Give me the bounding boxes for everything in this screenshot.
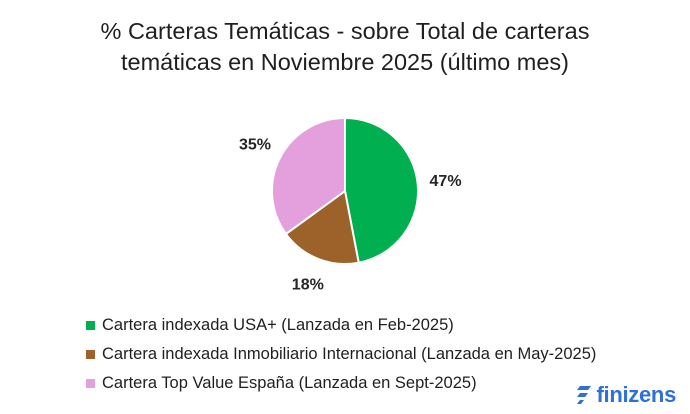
data-label-1: 18% <box>292 276 324 293</box>
brand-logo: finizens <box>575 382 677 408</box>
brand-name: finizens <box>596 382 677 407</box>
chart-title-line-2: temáticas en Noviembre 2025 (último mes) <box>121 49 569 75</box>
legend-label-0: Cartera indexada USA+ (Lanzada en Feb-20… <box>102 316 454 334</box>
legend-label-2: Cartera Top Value España (Lanzada en Sep… <box>102 374 477 392</box>
legend-swatch-2 <box>86 379 95 388</box>
legend-swatch-1 <box>86 350 95 359</box>
chart-title: % Carteras Temáticas - sobre Total de ca… <box>0 16 690 78</box>
chart-legend: Cartera indexada USA+ (Lanzada en Feb-20… <box>86 311 596 398</box>
finizens-logo-icon <box>576 386 591 404</box>
legend-item-0: Cartera indexada USA+ (Lanzada en Feb-20… <box>86 311 596 340</box>
pie-slice-2 <box>271 117 346 235</box>
legend-label-1: Cartera indexada Inmobiliario Internacio… <box>102 345 597 363</box>
pie-slice-0 <box>344 117 419 264</box>
chart-title-line-1: % Carteras Temáticas - sobre Total de ca… <box>100 18 590 44</box>
data-label-2: 35% <box>239 137 271 154</box>
data-label-0: 47% <box>430 173 462 190</box>
legend-swatch-0 <box>86 321 95 330</box>
pie-slice-1 <box>284 190 360 265</box>
legend-item-1: Cartera indexada Inmobiliario Internacio… <box>86 340 596 369</box>
legend-item-2: Cartera Top Value España (Lanzada en Sep… <box>86 369 596 398</box>
pie-chart: 47% 18% 35% <box>239 117 462 293</box>
